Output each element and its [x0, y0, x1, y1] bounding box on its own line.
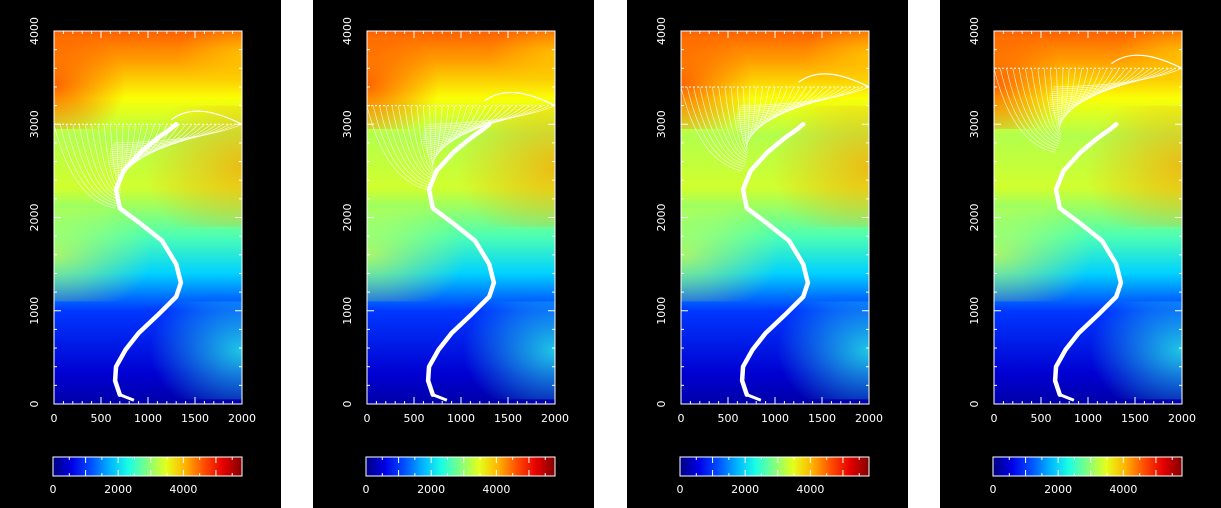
colorbar: [679, 456, 870, 477]
y-tick-label: 3000: [341, 110, 354, 138]
x-tick-label: 0: [678, 412, 685, 425]
y-tick-label: 2000: [655, 204, 668, 232]
colorbar-tick-label: 4000: [796, 483, 824, 496]
colorbar-tick-label: 2000: [1044, 483, 1072, 496]
x-tick-label: 500: [1031, 412, 1052, 425]
x-tick-label: 0: [364, 412, 371, 425]
panel-2-svg: 0 500 1000 1500 2000 0 1000 2000 3000 4000 0 2000 40…: [341, 17, 569, 496]
y-tick-label: 3000: [28, 110, 41, 138]
y-tick-label: 2000: [341, 204, 354, 232]
y-tick-label: 2000: [968, 204, 981, 232]
ray-curve-tail: [746, 393, 762, 402]
x-tick-label: 2000: [1168, 412, 1196, 425]
ray-fan: [993, 68, 1183, 153]
ray-fan: [53, 123, 243, 209]
x-tick-label: 2000: [228, 412, 256, 425]
ray-hump: [171, 110, 243, 125]
x-tick-label: 1000: [134, 412, 162, 425]
colorbar-tick-label: 0: [677, 483, 684, 496]
x-tick-label: 1500: [181, 412, 209, 425]
y-tick-label: 0: [655, 401, 668, 408]
x-tick-label: 500: [404, 412, 425, 425]
y-tick-label: 4000: [341, 17, 354, 45]
y-tick-label: 3000: [655, 110, 668, 138]
y-tick-label: 0: [341, 401, 354, 408]
x-tick-label: 1000: [1074, 412, 1102, 425]
y-tick-label: 1000: [28, 297, 41, 325]
panel-1: 0 500 1000 1500 2000 0 1000 2000 3000 4000 0 2000 40…: [0, 0, 281, 508]
colorbar-tick-label: 4000: [1109, 483, 1137, 496]
x-tick-label: 1000: [447, 412, 475, 425]
panel-4-svg: 0 500 1000 1500 2000 0 1000 2000 3000 4000 0 2000 40…: [968, 17, 1196, 496]
ray-curve-tail: [1059, 393, 1075, 402]
colorbar-tick-label: 0: [50, 483, 57, 496]
x-tick-label: 1500: [808, 412, 836, 425]
colorbar: [992, 456, 1183, 477]
ray-curve-tail: [119, 393, 135, 402]
ray-curve: [739, 122, 811, 397]
y-tick-label: 2000: [28, 204, 41, 232]
x-tick-label: 0: [991, 412, 998, 425]
panel-1-svg: 0 500 1000 1500 2000 0 1000 2000 3000 4000 0 2000 40…: [28, 17, 256, 496]
colorbar-tick-label: 2000: [731, 483, 759, 496]
y-tick-label: 4000: [968, 17, 981, 45]
y-tick-label: 1000: [655, 297, 668, 325]
y-tick-label: 4000: [655, 17, 668, 45]
y-tick-label: 1000: [968, 297, 981, 325]
x-tick-label: 500: [718, 412, 739, 425]
y-tick-label: 1000: [341, 297, 354, 325]
x-tick-label: 0: [51, 412, 58, 425]
colorbar: [365, 456, 556, 477]
ray-fan: [680, 86, 870, 172]
ray-hump: [484, 91, 556, 107]
panel-3: 0 500 1000 1500 2000 0 1000 2000 3000 4000 0 2000 40…: [627, 0, 908, 508]
x-tick-label: 1500: [494, 412, 522, 425]
x-tick-label: 2000: [855, 412, 883, 425]
ray-hump: [798, 73, 870, 88]
y-tick-label: 4000: [28, 17, 41, 45]
colorbar-tick-label: 0: [990, 483, 997, 496]
y-tick-label: 0: [968, 401, 981, 408]
x-tick-label: 1500: [1121, 412, 1149, 425]
colorbar-tick-label: 0: [363, 483, 370, 496]
ray-hump: [1111, 54, 1183, 69]
x-tick-label: 500: [91, 412, 112, 425]
colorbar-tick-label: 4000: [482, 483, 510, 496]
y-tick-label: 0: [28, 401, 41, 408]
colorbar-tick-label: 2000: [104, 483, 132, 496]
colorbar-tick-label: 4000: [169, 483, 197, 496]
ray-curve-tail: [432, 393, 448, 402]
x-tick-label: 1000: [761, 412, 789, 425]
ray-curve: [425, 122, 497, 397]
colorbar: [52, 456, 243, 477]
ray-curve: [112, 122, 184, 397]
x-tick-label: 2000: [541, 412, 569, 425]
panel-2: 0 500 1000 1500 2000 0 1000 2000 3000 4000 0 2000 40…: [313, 0, 594, 508]
y-tick-label: 3000: [968, 110, 981, 138]
ray-curve: [1052, 122, 1124, 397]
panel-4: 0 500 1000 1500 2000 0 1000 2000 3000 4000 0 2000 40…: [940, 0, 1221, 508]
ray-fan: [366, 105, 556, 190]
colorbar-tick-label: 2000: [417, 483, 445, 496]
panel-3-svg: 0 500 1000 1500 2000 0 1000 2000 3000 4000 0 2000 40…: [655, 17, 883, 496]
